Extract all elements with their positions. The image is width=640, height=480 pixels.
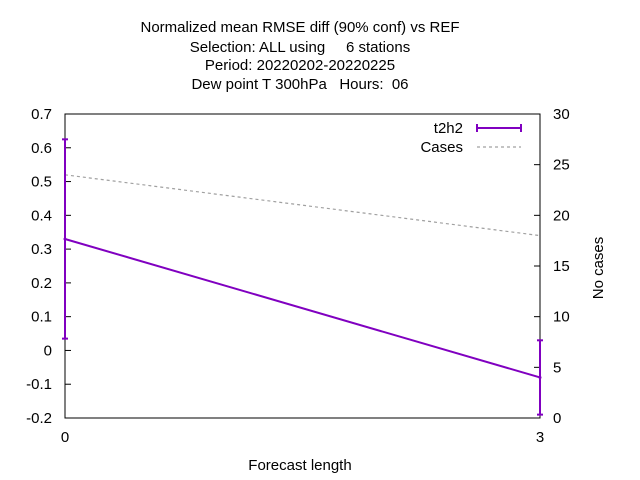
x-tick-label: 3 [536, 429, 544, 446]
y2-tick-label: 5 [553, 359, 561, 376]
y2-axis-label: No cases [590, 237, 607, 300]
y-tick-label: 0.1 [31, 309, 52, 326]
y-tick-label: 0.4 [31, 207, 52, 224]
legend-label-t2h2: t2h2 [434, 120, 463, 137]
y-tick-label: 0.6 [31, 140, 52, 157]
legend-sample-t2h2 [476, 124, 522, 132]
chart-title-line-1: Normalized mean RMSE diff (90% conf) vs … [141, 19, 460, 36]
y2-tick-label: 25 [553, 157, 570, 174]
legend-label-cases: Cases [420, 139, 463, 156]
data-point-t2h2 [538, 375, 542, 379]
y-axis-left: -0.2 -0.1 0 0.1 0.2 0.3 0.4 0.5 0.6 0.7 [26, 106, 71, 427]
y-tick-label: -0.2 [26, 410, 52, 427]
data-point-t2h2 [63, 237, 67, 241]
y2-tick-label: 10 [553, 309, 570, 326]
chart-title-line-2: Selection: ALL using 6 stations [190, 39, 410, 56]
y-tick-label: -0.1 [26, 376, 52, 393]
series-line-t2h2 [64, 238, 541, 379]
legend: t2h2 Cases [420, 120, 522, 156]
x-axis-label: Forecast length [248, 457, 351, 474]
plot-area-border [64, 113, 541, 419]
y-tick-label: 0 [44, 342, 52, 359]
y-tick-label: 0.7 [31, 106, 52, 123]
y2-tick-label: 20 [553, 207, 570, 224]
series-line-cases [64, 174, 541, 237]
chart-title-line-4: Dew point T 300hPa Hours: 06 [191, 76, 408, 93]
y-tick-label: 0.5 [31, 174, 52, 191]
x-tick-label: 0 [61, 429, 69, 446]
y2-tick-label: 15 [553, 258, 570, 275]
y2-tick-label: 0 [553, 410, 561, 427]
series-layer [62, 138, 543, 416]
y2-tick-label: 30 [553, 106, 570, 123]
chart-title: Normalized mean RMSE diff (90% conf) vs … [141, 19, 460, 93]
y-tick-label: 0.2 [31, 275, 52, 292]
chart-title-line-3: Period: 20220202-20220225 [205, 57, 395, 74]
y-tick-label: 0.3 [31, 241, 52, 258]
y-axis-right: 0 5 10 15 20 25 30 [534, 106, 570, 427]
